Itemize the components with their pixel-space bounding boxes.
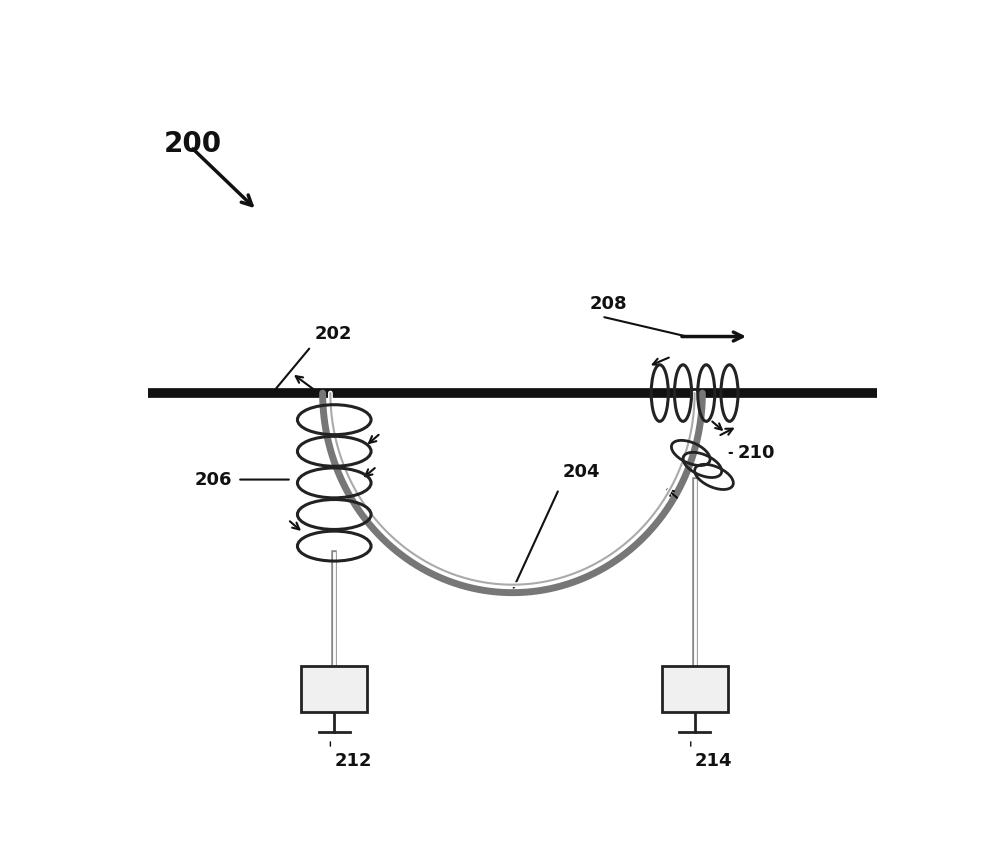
Bar bbox=[662, 666, 728, 713]
Text: 202: 202 bbox=[315, 325, 352, 343]
Text: 212: 212 bbox=[334, 753, 372, 771]
Text: 200: 200 bbox=[164, 130, 222, 158]
Text: 208: 208 bbox=[590, 295, 628, 314]
Text: 206: 206 bbox=[195, 471, 232, 488]
Text: 210: 210 bbox=[737, 444, 775, 462]
Text: 204: 204 bbox=[563, 463, 600, 481]
Bar bbox=[301, 666, 367, 713]
Text: 214: 214 bbox=[695, 753, 732, 771]
